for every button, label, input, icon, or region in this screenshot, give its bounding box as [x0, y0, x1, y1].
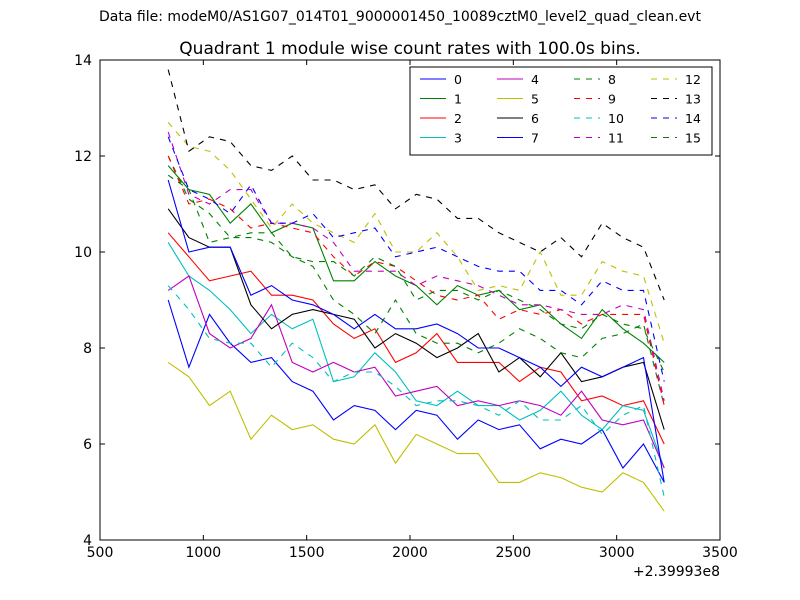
legend-label-8: 8	[608, 72, 616, 87]
y-tick-label-4: 4	[83, 533, 92, 549]
data-file-suptitle: Data file: modeM0/AS1G07_014T01_90000014…	[99, 9, 701, 25]
legend-label-5: 5	[531, 92, 539, 107]
y-tick-label-6: 6	[83, 437, 92, 453]
legend-label-9: 9	[608, 92, 616, 107]
legend-label-14: 14	[685, 111, 701, 126]
chart-title: Quadrant 1 module wise count rates with …	[179, 39, 640, 59]
legend-label-6: 6	[531, 111, 539, 126]
series-line-2	[167, 232, 665, 445]
x-tick-label-3000: 3000	[599, 545, 635, 561]
series-line-15	[167, 174, 665, 373]
legend-label-2: 2	[454, 111, 462, 126]
series-line-14	[167, 136, 665, 382]
legend-label-1: 1	[454, 92, 462, 107]
legend-box	[409, 66, 713, 156]
y-tick-label-10: 10	[74, 245, 92, 261]
legend-label-11: 11	[608, 131, 624, 146]
legend-label-12: 12	[685, 72, 701, 87]
y-tick-label-14: 14	[74, 53, 92, 69]
series-line-3	[167, 242, 665, 469]
series-line-8	[167, 155, 665, 406]
x-tick-label-500: 500	[87, 545, 114, 561]
series-line-10	[167, 285, 665, 497]
legend-label-3: 3	[454, 131, 462, 146]
series-line-1	[167, 165, 665, 363]
y-tick-label-8: 8	[83, 341, 92, 357]
series-line-13	[167, 69, 665, 301]
series-line-7	[167, 179, 665, 483]
series-line-0	[167, 299, 665, 483]
series-line-4	[167, 275, 665, 469]
series-line-5	[167, 361, 665, 512]
legend-label-4: 4	[531, 72, 539, 87]
series-line-9	[167, 155, 665, 406]
x-tick-label-1500: 1500	[289, 545, 325, 561]
legend-label-13: 13	[685, 92, 701, 107]
legend-label-7: 7	[531, 131, 539, 146]
x-offset-label: +2.39993e8	[633, 564, 720, 580]
x-tick-label-2500: 2500	[496, 545, 532, 561]
legend-label-15: 15	[685, 131, 701, 146]
x-tick-label-1000: 1000	[186, 545, 222, 561]
x-tick-label-3500: 3500	[702, 545, 738, 561]
series-line-11	[167, 131, 665, 401]
y-tick-label-12: 12	[74, 149, 92, 165]
series-line-6	[167, 208, 665, 430]
legend-label-10: 10	[608, 111, 624, 126]
x-tick-label-2000: 2000	[392, 545, 428, 561]
legend-label-0: 0	[454, 72, 462, 87]
